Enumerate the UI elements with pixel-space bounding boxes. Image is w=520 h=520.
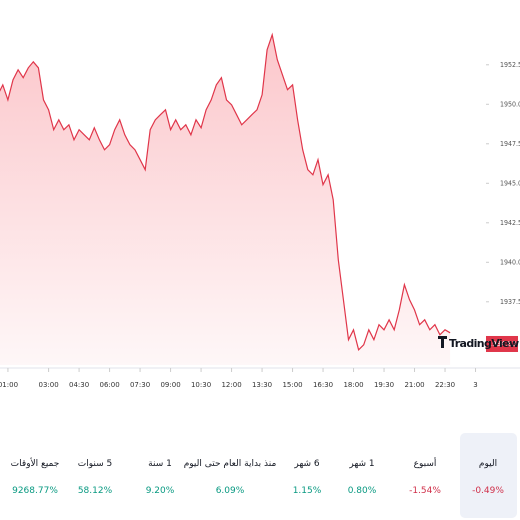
- x-tick-label: 13:30: [252, 381, 272, 389]
- x-tick-label: 16:30: [313, 381, 333, 389]
- logo-mark: [441, 336, 444, 348]
- y-tick-label: 1947.50: [500, 140, 520, 148]
- price-line: [0, 32, 451, 351]
- period-change: 9.20%: [145, 486, 175, 496]
- watermark: TradingView: [449, 337, 519, 350]
- x-tick-label: 01:00: [0, 381, 18, 389]
- period-name: 1 شهر: [349, 459, 375, 469]
- x-tick-label: 07:30: [130, 381, 150, 389]
- x-tick-label: 15:00: [282, 381, 302, 389]
- period-change: 0.80%: [347, 486, 377, 496]
- period-change: -0.49%: [472, 486, 504, 496]
- period-change: 6.09%: [215, 486, 245, 496]
- x-tick-label: 21:00: [404, 381, 424, 389]
- x-tick-label: 19:30: [374, 381, 394, 389]
- period-name: أسبوع: [413, 459, 437, 469]
- period-change: -1.54%: [409, 486, 441, 496]
- y-tick-label: 1945.00: [500, 179, 520, 187]
- x-tick-label: 10:30: [191, 381, 211, 389]
- period-name: 6 شهر: [294, 459, 320, 469]
- y-tick-label: 1950.00: [500, 100, 520, 108]
- period-name: اليوم: [478, 459, 498, 469]
- last-price-box: [486, 335, 518, 352]
- period-name: جميع الأوقات: [10, 459, 60, 469]
- period-change: 9268.77%: [12, 486, 58, 496]
- x-tick-label: 22:30: [435, 381, 455, 389]
- area: [0, 34, 451, 365]
- y-tick-label: 1942.50: [500, 219, 520, 227]
- y-tick-label: 1952.50: [500, 61, 520, 69]
- x-tick-label: 06:00: [99, 381, 119, 389]
- x-tick-label: 04:30: [69, 381, 89, 389]
- period-name: 1 سنة: [148, 459, 172, 469]
- period-name: منذ بداية العام حتى اليوم: [183, 459, 277, 469]
- x-tick-label: 12:00: [221, 381, 241, 389]
- x-tick-label: 3: [473, 381, 477, 389]
- selected-period[interactable]: [460, 433, 517, 518]
- period-name: 5 سنوات: [77, 459, 113, 469]
- y-tick-label: 1940.00: [500, 258, 520, 266]
- last-price-label: 1934.83: [488, 340, 517, 348]
- x-tick-label: 09:00: [160, 381, 180, 389]
- y-tick-label: 1937.50: [500, 298, 520, 306]
- period-change: 1.15%: [292, 486, 322, 496]
- chart: 1937.50 1940.00 1942.50 1945.00 1947.50 1950.…: [0, 32, 520, 389]
- period-change: 58.12%: [77, 486, 113, 496]
- x-tick-label: 18:00: [343, 381, 363, 389]
- x-tick-label: 03:00: [38, 381, 58, 389]
